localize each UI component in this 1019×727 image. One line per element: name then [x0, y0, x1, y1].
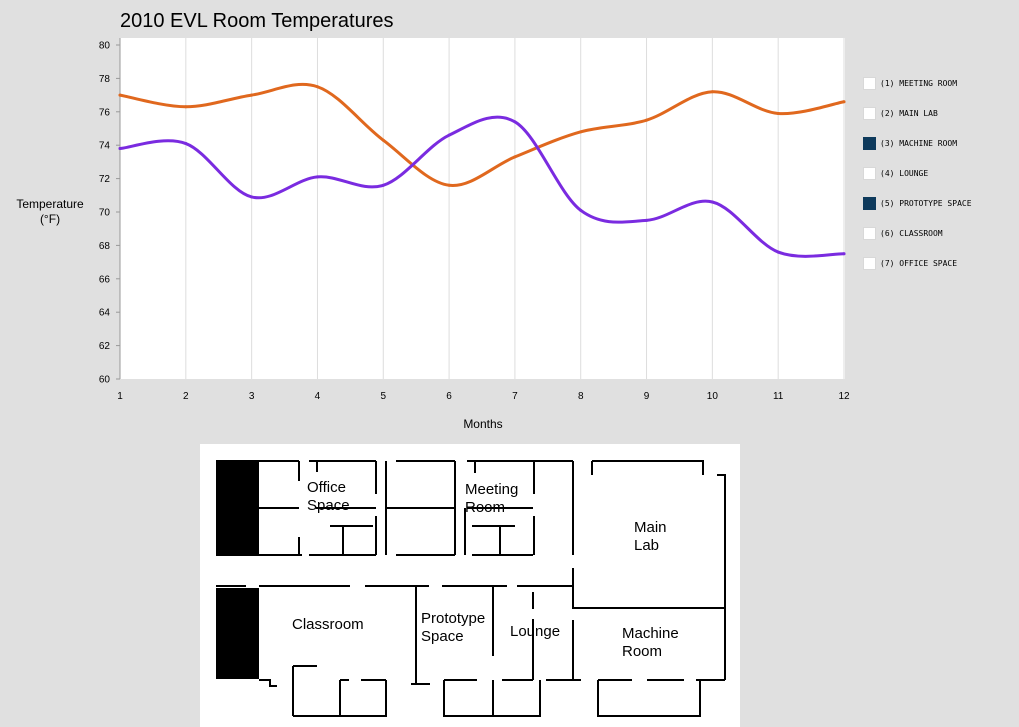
y-axis-label: Temperature (°F) [16, 197, 84, 226]
legend-label: (3) MACHINE ROOM [880, 138, 958, 148]
data-point [710, 90, 714, 94]
y-tick-label: 68 [99, 241, 111, 252]
data-point [381, 183, 385, 187]
plot-area [120, 38, 845, 379]
data-point [250, 93, 254, 97]
data-point [579, 208, 583, 212]
x-tick-label: 6 [446, 391, 452, 402]
legend-label: (7) OFFICE SPACE [880, 258, 958, 268]
legend-item-prototype-space[interactable]: (5) PROTOTYPE SPACE [863, 188, 972, 218]
y-tick-label: 62 [99, 341, 111, 352]
x-tick-label: 11 [773, 391, 784, 402]
y-tick-label: 76 [99, 107, 111, 118]
data-point [842, 100, 846, 104]
y-tick-label: 74 [99, 141, 111, 152]
data-point [447, 133, 451, 137]
legend-label: (4) LOUNGE [880, 168, 929, 178]
data-point [645, 218, 649, 222]
data-point [513, 155, 517, 159]
legend-item-machine-room[interactable]: (3) MACHINE ROOM [863, 128, 972, 158]
x-tick-label: 3 [249, 391, 255, 402]
floor-plan: Office Space Meeting Room Main Lab Class… [200, 444, 740, 727]
legend-checkbox[interactable] [863, 76, 876, 90]
data-point [710, 200, 714, 204]
series-line [118, 115, 846, 258]
data-point [447, 183, 451, 187]
legend-item-classroom[interactable]: (6) CLASSROOM [863, 218, 972, 248]
floor-plan-walls [216, 460, 726, 717]
x-axis-label: Months [463, 417, 503, 431]
y-tick-label: 64 [99, 308, 111, 319]
x-tick-label: 2 [183, 391, 189, 402]
legend-label: (2) MAIN LAB [880, 108, 938, 118]
room-label-prototype: Prototype Space [421, 610, 486, 645]
legend-item-meeting-room[interactable]: (1) MEETING ROOM [863, 68, 972, 98]
legend-item-lounge[interactable]: (4) LOUNGE [863, 158, 972, 188]
x-tick-label: 1 [117, 391, 123, 402]
y-tick-label: 80 [99, 41, 111, 52]
room-label-lounge: Lounge [510, 623, 561, 640]
y-tick-label: 78 [99, 74, 111, 85]
data-point [776, 250, 780, 254]
y-tick-label: 70 [99, 208, 111, 219]
x-tick-label: 4 [315, 391, 321, 402]
data-point [184, 142, 188, 146]
x-tick-label: 7 [512, 391, 518, 402]
data-point [118, 93, 122, 97]
series-line [118, 82, 846, 187]
chart-title: 2010 EVL Room Temperatures [120, 10, 394, 32]
y-tick-label: 60 [99, 375, 111, 386]
x-tick-label: 9 [644, 391, 650, 402]
data-point [250, 195, 254, 199]
legend-item-office-space[interactable]: (7) OFFICE SPACE [863, 248, 972, 278]
room-label-classroom: Classroom [292, 616, 364, 633]
legend-label: (6) CLASSROOM [880, 228, 943, 238]
data-point [842, 252, 846, 256]
legend-checkbox[interactable] [863, 166, 876, 180]
legend-checkbox[interactable] [863, 196, 876, 210]
data-point [381, 138, 385, 142]
room-label-meeting: Meeting Room [465, 481, 519, 516]
legend-label: (1) MEETING ROOM [880, 78, 958, 88]
legend-checkbox[interactable] [863, 256, 876, 270]
room-label-machine: Machine Room [622, 625, 679, 660]
x-tick-label: 8 [578, 391, 584, 402]
x-tick-label: 12 [838, 391, 850, 402]
data-point [579, 130, 583, 134]
x-tick-label: 5 [380, 391, 386, 402]
data-point [118, 147, 122, 151]
data-point [184, 105, 188, 109]
legend-label: (5) PROTOTYPE SPACE [880, 198, 972, 208]
data-point [315, 85, 319, 89]
legend-checkbox[interactable] [863, 226, 876, 240]
room-label-office: Office Space [307, 479, 350, 514]
legend-item-main-lab[interactable]: (2) MAIN LAB [863, 98, 972, 128]
data-point [645, 118, 649, 122]
data-point [513, 120, 517, 124]
data-point [776, 111, 780, 115]
legend-checkbox[interactable] [863, 106, 876, 120]
y-tick-label: 72 [99, 174, 111, 185]
legend-checkbox[interactable] [863, 136, 876, 150]
legend: (1) MEETING ROOM (2) MAIN LAB (3) MACHIN… [863, 68, 972, 278]
room-label-main-lab: Main Lab [634, 519, 667, 554]
y-tick-label: 66 [99, 274, 111, 285]
data-point [315, 175, 319, 179]
x-tick-label: 10 [707, 391, 719, 402]
